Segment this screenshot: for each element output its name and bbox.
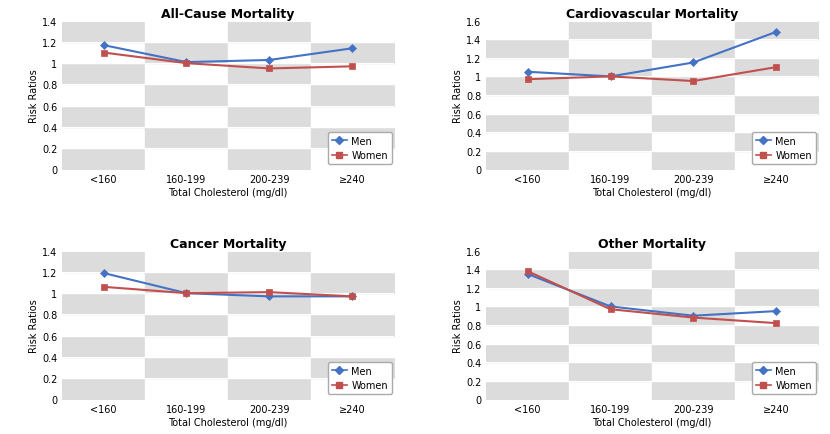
Line: Men: Men bbox=[525, 30, 779, 80]
Women bbox=[688, 315, 698, 320]
Y-axis label: Risk Ratios: Risk Ratios bbox=[29, 299, 39, 352]
X-axis label: Total Cholesterol (mg/dl): Total Cholesterol (mg/dl) bbox=[593, 187, 711, 197]
Men bbox=[606, 75, 616, 80]
Line: Men: Men bbox=[101, 271, 355, 299]
Women bbox=[688, 79, 698, 85]
X-axis label: Total Cholesterol (mg/dl): Total Cholesterol (mg/dl) bbox=[168, 417, 287, 427]
Men bbox=[523, 70, 533, 75]
Women bbox=[182, 61, 192, 66]
Y-axis label: Risk Ratios: Risk Ratios bbox=[453, 299, 463, 352]
Title: Cancer Mortality: Cancer Mortality bbox=[169, 237, 286, 250]
Title: All-Cause Mortality: All-Cause Mortality bbox=[161, 7, 295, 20]
Women bbox=[771, 66, 781, 71]
Y-axis label: Risk Ratios: Risk Ratios bbox=[29, 69, 39, 122]
Title: Cardiovascular Mortality: Cardiovascular Mortality bbox=[566, 7, 738, 20]
Women bbox=[347, 65, 357, 70]
Line: Women: Women bbox=[101, 51, 355, 72]
Men bbox=[688, 61, 698, 66]
Legend: Men, Women: Men, Women bbox=[752, 132, 816, 165]
Women bbox=[606, 75, 616, 80]
X-axis label: Total Cholesterol (mg/dl): Total Cholesterol (mg/dl) bbox=[168, 187, 287, 197]
Men bbox=[264, 294, 274, 299]
Women bbox=[264, 290, 274, 295]
Men bbox=[182, 60, 192, 66]
Men bbox=[347, 46, 357, 52]
Men bbox=[523, 272, 533, 277]
Women bbox=[771, 321, 781, 326]
Men bbox=[264, 58, 274, 63]
Women bbox=[99, 51, 109, 56]
Y-axis label: Risk Ratios: Risk Ratios bbox=[453, 69, 463, 122]
Legend: Men, Women: Men, Women bbox=[328, 132, 392, 165]
Women bbox=[347, 294, 357, 299]
Title: Other Mortality: Other Mortality bbox=[598, 237, 706, 250]
Men bbox=[771, 309, 781, 314]
Men bbox=[606, 304, 616, 309]
X-axis label: Total Cholesterol (mg/dl): Total Cholesterol (mg/dl) bbox=[593, 417, 711, 427]
Women bbox=[523, 77, 533, 82]
Women bbox=[99, 285, 109, 290]
Men bbox=[99, 271, 109, 276]
Women bbox=[264, 67, 274, 72]
Line: Women: Women bbox=[525, 269, 779, 326]
Men bbox=[182, 291, 192, 296]
Legend: Men, Women: Men, Women bbox=[752, 362, 816, 395]
Men bbox=[99, 43, 109, 49]
Line: Men: Men bbox=[101, 43, 355, 66]
Women bbox=[182, 291, 192, 296]
Women bbox=[523, 269, 533, 274]
Line: Women: Women bbox=[525, 65, 779, 85]
Men bbox=[771, 30, 781, 36]
Line: Women: Women bbox=[101, 284, 355, 299]
Men bbox=[347, 294, 357, 299]
Men bbox=[688, 313, 698, 319]
Women bbox=[606, 307, 616, 312]
Legend: Men, Women: Men, Women bbox=[328, 362, 392, 395]
Line: Men: Men bbox=[525, 272, 779, 319]
